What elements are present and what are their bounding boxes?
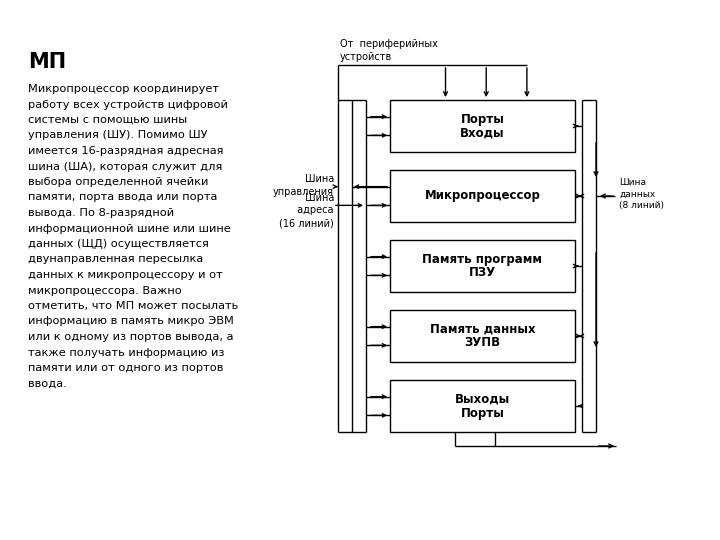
Text: информацию в память микро ЭВМ: информацию в память микро ЭВМ: [28, 316, 234, 327]
Text: данных к микропроцессору и от: данных к микропроцессору и от: [28, 270, 222, 280]
Text: микропроцессора. Важно: микропроцессора. Важно: [28, 286, 181, 295]
Text: отметить, что МП может посылать: отметить, что МП может посылать: [28, 301, 238, 311]
Text: Порты: Порты: [461, 407, 505, 420]
Bar: [390, 170, 575, 222]
Text: Шина
 адреса
(16 линий): Шина адреса (16 линий): [279, 193, 334, 228]
Text: информационной шине или шине: информационной шине или шине: [28, 224, 230, 233]
Text: Шина
данных
(8 линий): Шина данных (8 линий): [619, 178, 664, 210]
Text: ЗУПВ: ЗУПВ: [464, 336, 500, 349]
Text: От  периферийных
устройств: От периферийных устройств: [340, 39, 438, 62]
Text: имеется 16-разрядная адресная: имеется 16-разрядная адресная: [28, 146, 223, 156]
Text: Входы: Входы: [460, 126, 505, 139]
Bar: [390, 100, 575, 152]
Text: ПЗУ: ПЗУ: [469, 267, 496, 280]
Text: Выходы: Выходы: [455, 393, 510, 406]
Text: ввода.: ввода.: [28, 379, 67, 388]
Text: или к одному из портов вывода, а: или к одному из портов вывода, а: [28, 332, 233, 342]
Text: системы с помощью шины: системы с помощью шины: [28, 115, 187, 125]
Text: управления (ШУ). Помимо ШУ: управления (ШУ). Помимо ШУ: [28, 131, 207, 140]
Text: шина (ША), которая служит для: шина (ША), которая служит для: [28, 161, 222, 172]
Text: Порты: Порты: [461, 112, 505, 125]
Text: Микропроцессор координирует: Микропроцессор координирует: [28, 84, 219, 94]
Text: также получать информацию из: также получать информацию из: [28, 348, 225, 357]
Text: выбора определенной ячейки: выбора определенной ячейки: [28, 177, 208, 187]
Text: памяти или от одного из портов: памяти или от одного из портов: [28, 363, 223, 373]
Text: вывода. По 8-разрядной: вывода. По 8-разрядной: [28, 208, 174, 218]
Bar: [390, 240, 575, 292]
Bar: [390, 380, 575, 432]
Text: двунаправленная пересылка: двунаправленная пересылка: [28, 254, 203, 265]
Bar: [390, 310, 575, 362]
Text: МП: МП: [28, 52, 66, 72]
Text: работу всех устройств цифровой: работу всех устройств цифровой: [28, 99, 228, 110]
Text: Память программ: Память программ: [423, 253, 542, 266]
Text: Микропроцессор: Микропроцессор: [425, 190, 541, 202]
Text: Шина
управления: Шина управления: [273, 174, 334, 197]
Text: Память данных: Память данных: [430, 322, 535, 335]
Text: данных (ЩД) осуществляется: данных (ЩД) осуществляется: [28, 239, 209, 249]
Text: памяти, порта ввода или порта: памяти, порта ввода или порта: [28, 192, 217, 202]
